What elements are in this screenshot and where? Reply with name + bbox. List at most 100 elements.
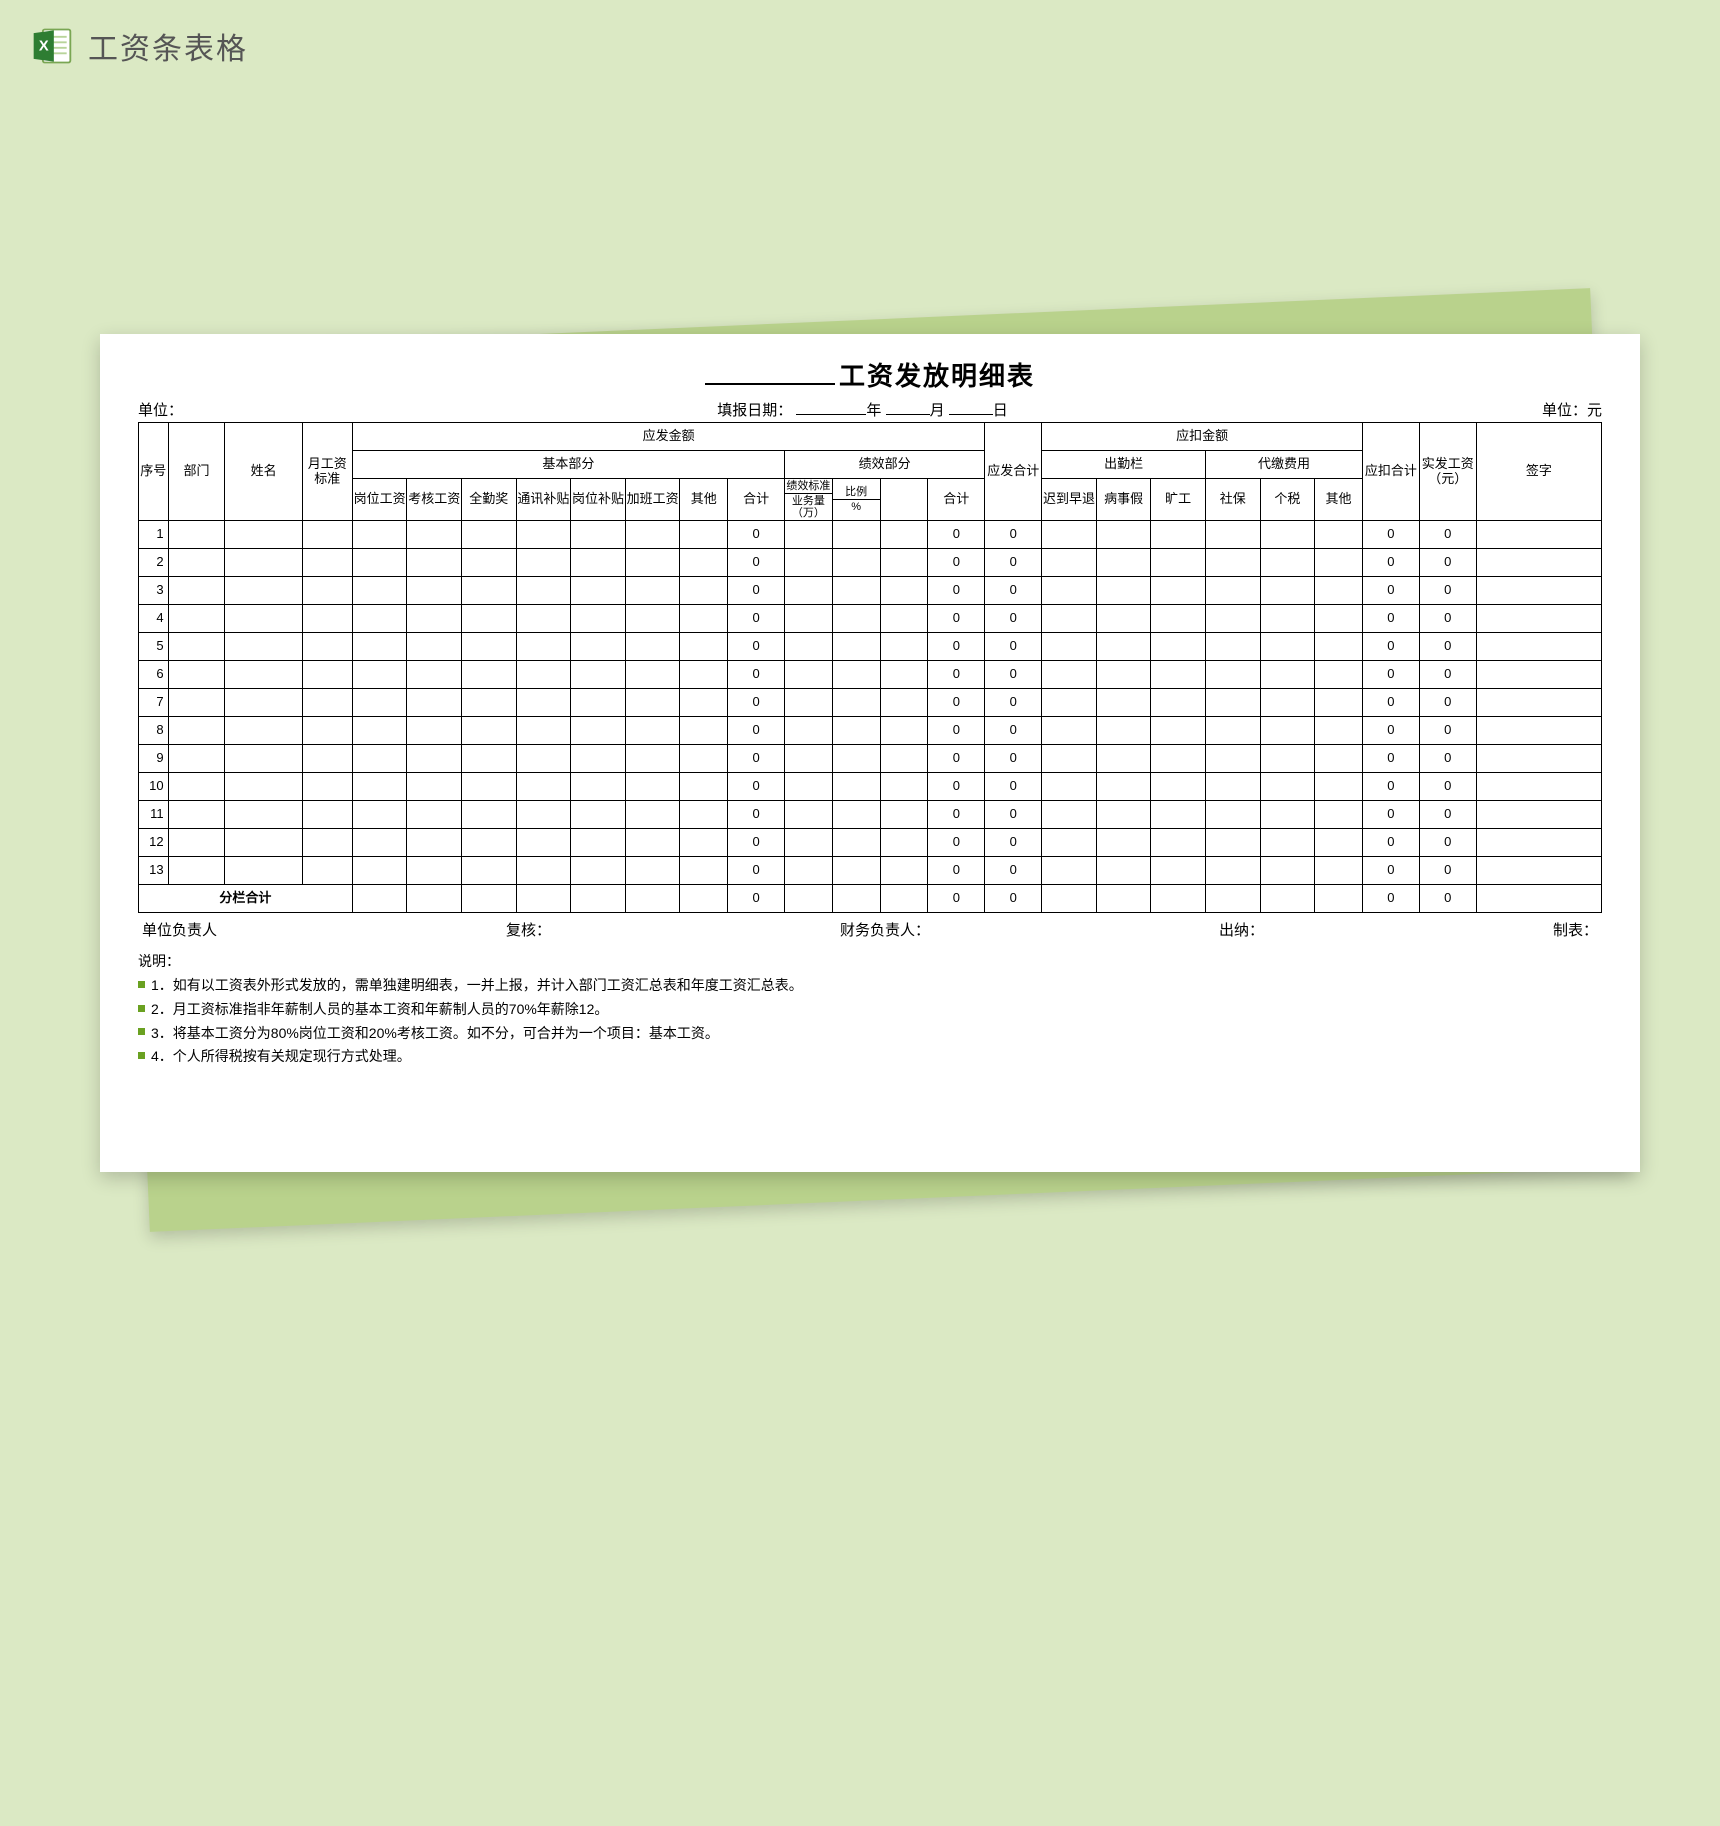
note-item: 2．月工资标准指非年薪制人员的基本工资和年薪制人员的70%年薪除12。 xyxy=(138,998,1602,1022)
note-text: 2．月工资标准指非年薪制人员的基本工资和年薪制人员的70%年薪除12。 xyxy=(151,1001,608,1017)
cell xyxy=(302,689,352,717)
cell xyxy=(302,633,352,661)
cell xyxy=(302,549,352,577)
cell xyxy=(1096,577,1151,605)
cell: 0 xyxy=(1419,745,1476,773)
cell: 0 xyxy=(928,717,985,745)
cell xyxy=(407,521,462,549)
cell xyxy=(1260,773,1315,801)
cell xyxy=(571,521,626,549)
cell xyxy=(1315,689,1363,717)
table-footer-row: 分栏合计00000 xyxy=(139,885,1602,913)
cell: 0 xyxy=(1419,577,1476,605)
cell: 0 xyxy=(928,605,985,633)
cell: 0 xyxy=(985,521,1042,549)
cell: 0 xyxy=(928,521,985,549)
h-other1: 其他 xyxy=(680,479,728,521)
cell xyxy=(168,745,225,773)
cell xyxy=(225,857,302,885)
cell xyxy=(407,633,462,661)
cell xyxy=(571,773,626,801)
cell xyxy=(302,521,352,549)
bullet-icon xyxy=(138,981,145,988)
cell xyxy=(516,549,571,577)
cell xyxy=(680,605,728,633)
cell xyxy=(1096,829,1151,857)
h-att: 出勤栏 xyxy=(1042,451,1206,479)
h-basic: 基本部分 xyxy=(352,451,784,479)
cell xyxy=(302,577,352,605)
cell xyxy=(832,577,880,605)
cell xyxy=(785,801,833,829)
cell xyxy=(1205,689,1260,717)
cell: 0 xyxy=(985,689,1042,717)
cell xyxy=(352,605,407,633)
cell xyxy=(1260,801,1315,829)
cell xyxy=(462,633,517,661)
cell xyxy=(1260,661,1315,689)
cell xyxy=(1096,745,1151,773)
h-dedtotal: 应扣合计 xyxy=(1362,423,1419,521)
cell xyxy=(571,801,626,829)
cell xyxy=(832,661,880,689)
cell xyxy=(1476,661,1601,689)
cell xyxy=(680,745,728,773)
cell xyxy=(462,605,517,633)
cell xyxy=(1151,689,1206,717)
cell xyxy=(1151,829,1206,857)
cell xyxy=(1205,745,1260,773)
table-row: 900000 xyxy=(139,745,1602,773)
cell xyxy=(1205,549,1260,577)
cell xyxy=(168,689,225,717)
cell: 0 xyxy=(1362,773,1419,801)
table-row: 1000000 xyxy=(139,773,1602,801)
cell: 0 xyxy=(1362,633,1419,661)
cell: 0 xyxy=(1419,857,1476,885)
cell: 0 xyxy=(728,661,785,689)
cell xyxy=(880,801,928,829)
h-dept: 部门 xyxy=(168,423,225,521)
cell xyxy=(571,633,626,661)
cell xyxy=(1315,857,1363,885)
cell: 0 xyxy=(1419,689,1476,717)
cell xyxy=(1205,633,1260,661)
cell xyxy=(352,745,407,773)
table-row: 1200000 xyxy=(139,829,1602,857)
h-post-wage: 岗位工资 xyxy=(352,479,407,521)
cell xyxy=(571,717,626,745)
cell: 0 xyxy=(985,773,1042,801)
h-ratio: 比例 % xyxy=(832,479,880,521)
cell xyxy=(1205,661,1260,689)
cell: 0 xyxy=(728,857,785,885)
cell: 0 xyxy=(728,829,785,857)
cell xyxy=(785,633,833,661)
cell: 0 xyxy=(928,689,985,717)
cell xyxy=(1042,829,1097,857)
cell xyxy=(407,605,462,633)
cell xyxy=(1096,605,1151,633)
cell xyxy=(680,717,728,745)
cell xyxy=(1205,521,1260,549)
cell xyxy=(680,661,728,689)
table-row: 1100000 xyxy=(139,801,1602,829)
cell xyxy=(352,857,407,885)
cell xyxy=(225,549,302,577)
cell xyxy=(1315,605,1363,633)
cell xyxy=(225,745,302,773)
cell xyxy=(1151,717,1206,745)
cell xyxy=(168,717,225,745)
cell xyxy=(1042,885,1097,913)
cell xyxy=(571,829,626,857)
cell xyxy=(407,829,462,857)
cell: 0 xyxy=(1362,661,1419,689)
cell xyxy=(1151,857,1206,885)
cell xyxy=(407,549,462,577)
cell xyxy=(1476,885,1601,913)
cell: 2 xyxy=(139,549,169,577)
h-std: 月工资标准 xyxy=(302,423,352,521)
cell xyxy=(516,745,571,773)
cell xyxy=(1476,829,1601,857)
cell xyxy=(516,605,571,633)
cell: 0 xyxy=(1419,633,1476,661)
cell xyxy=(1476,857,1601,885)
